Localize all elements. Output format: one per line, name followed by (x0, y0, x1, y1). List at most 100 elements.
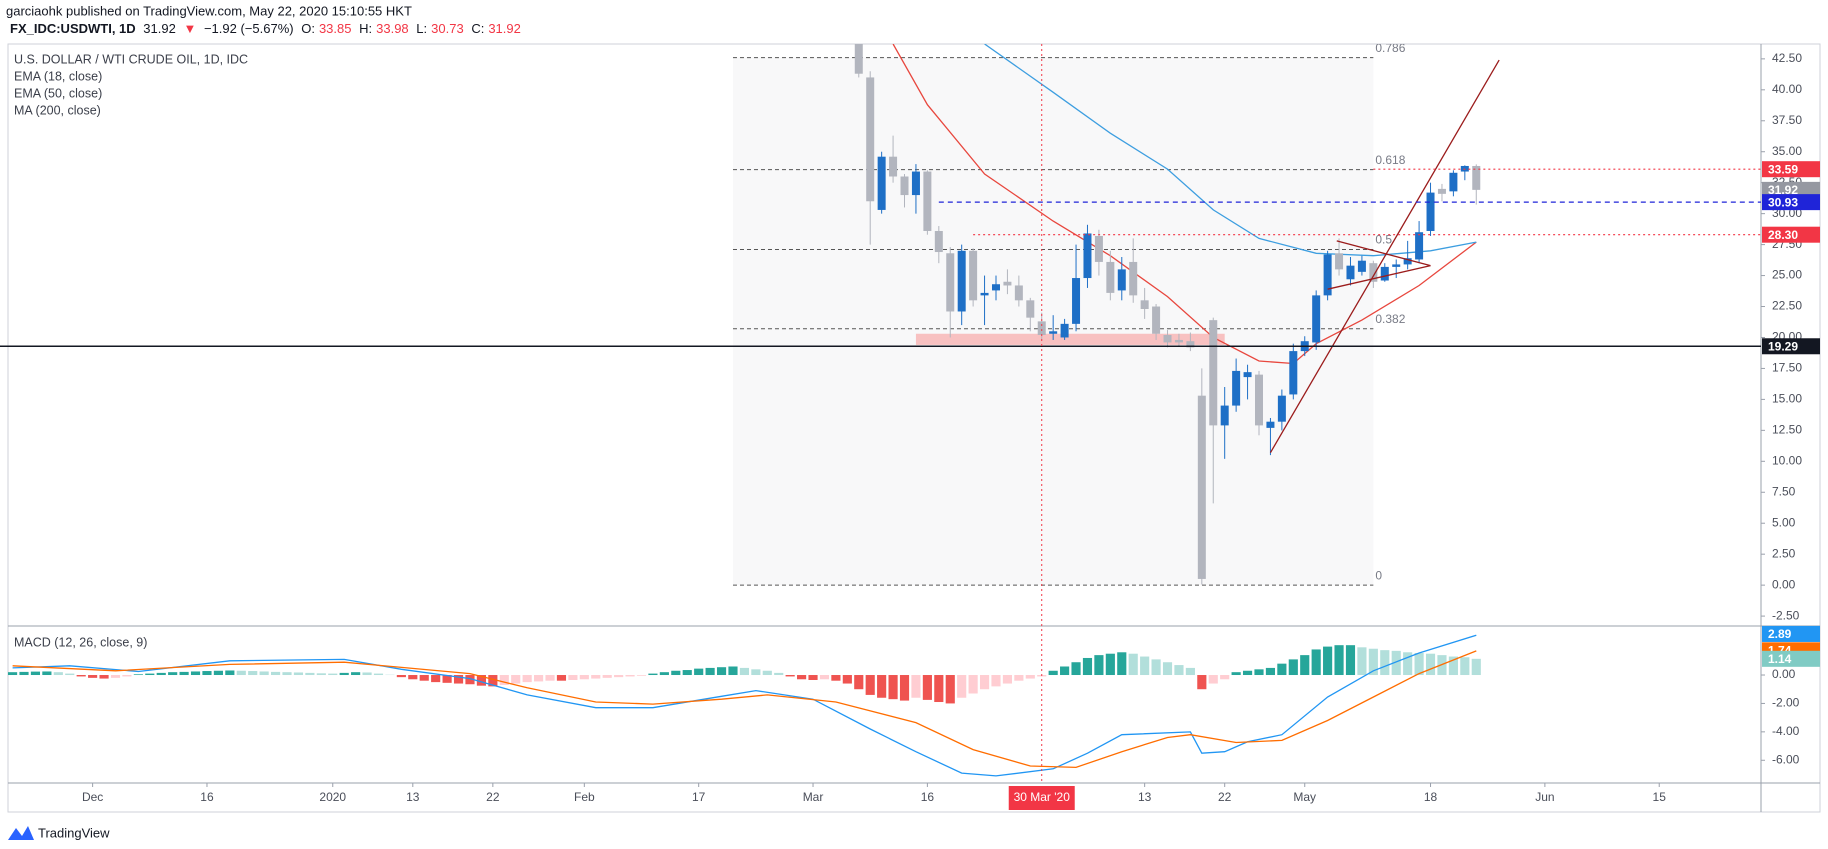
histogram-bar (545, 675, 555, 681)
x-tick-label: 22 (1218, 790, 1232, 804)
candle-body (1129, 261, 1138, 296)
x-tick-label: 2020 (319, 790, 346, 804)
y-tick-label: -6.00 (1772, 752, 1800, 766)
histogram-bar (728, 666, 738, 676)
price-label: 28.30 (1768, 228, 1798, 242)
histogram-bar (1254, 669, 1264, 676)
histogram-bar (762, 670, 772, 676)
macd-pane (8, 634, 1481, 777)
candle-body (946, 253, 955, 312)
y-tick-label: 0.00 (1772, 667, 1796, 681)
change: −1.92 (−5.67%) (204, 21, 294, 36)
candle-body (877, 156, 886, 210)
histogram-bar (1345, 645, 1356, 676)
histogram-bar (614, 675, 624, 678)
x-tick-label: 17 (692, 790, 706, 804)
low-value: 30.73 (431, 21, 464, 36)
change-arrow: ▼ (183, 21, 196, 36)
y-tick-label: 0.00 (1772, 577, 1796, 591)
y-tick-label: 7.50 (1772, 484, 1796, 498)
histogram-bar (190, 671, 201, 676)
histogram-bar (1403, 652, 1413, 676)
candle-body (1437, 188, 1446, 194)
high-value: 33.98 (376, 21, 409, 36)
candle-body (1426, 192, 1435, 231)
histogram-bar (1414, 652, 1424, 676)
histogram-bar (271, 671, 281, 676)
y-tick-label: 12.50 (1772, 423, 1802, 437)
price-label-box (1762, 650, 1820, 667)
histogram-bar (202, 671, 212, 676)
histogram-bar (1323, 646, 1333, 676)
histogram-bar (705, 667, 715, 676)
candle-body (980, 292, 989, 296)
histogram-bar (751, 669, 761, 676)
x-tick-label: 18 (1424, 790, 1438, 804)
histogram-bar (19, 671, 29, 676)
histogram-bar (877, 675, 887, 698)
histogram-bar (1425, 653, 1436, 676)
histogram-bar (1242, 670, 1253, 676)
macd-title: MACD (12, 26, close, 9) (14, 635, 147, 649)
fib-ratio-label: 0.786 (1375, 41, 1405, 55)
histogram-bar (488, 675, 498, 687)
histogram-bar (53, 672, 63, 676)
candle-body (911, 171, 920, 196)
histogram-bar (282, 672, 292, 676)
high-label: H: (359, 21, 372, 36)
x-tick-label: May (1293, 790, 1316, 804)
overlay: 42.5040.0037.5035.0032.5030.0027.5025.00… (0, 44, 1820, 810)
histogram-bar (797, 675, 807, 680)
histogram-bar (351, 672, 361, 676)
y-tick-label: 5.00 (1772, 515, 1796, 529)
histogram-bar (831, 675, 841, 681)
histogram-bar (774, 672, 784, 676)
price-label-box (1762, 226, 1820, 243)
candle-body (889, 156, 898, 177)
histogram-bar (373, 673, 384, 676)
y-tick-label: 17.50 (1772, 361, 1802, 375)
candle-body (923, 171, 932, 231)
histogram-bar (911, 675, 921, 698)
histogram-bar (739, 667, 749, 676)
candle-body (1083, 233, 1092, 279)
histogram-bar (579, 675, 589, 680)
histogram-bar (293, 672, 304, 676)
histogram-bar (76, 675, 86, 677)
histogram-bar (145, 673, 155, 676)
histogram-bar (957, 675, 967, 698)
histogram-bar (648, 673, 658, 676)
candle-body (1266, 421, 1275, 428)
crosshair-label: 30 Mar '20 (1014, 790, 1071, 804)
candle-body (1243, 372, 1252, 378)
histogram-bar (979, 675, 990, 690)
price-label-box (1762, 625, 1820, 642)
histogram-bar (842, 675, 852, 684)
histogram-bar (1048, 670, 1058, 676)
price-label-box (1762, 181, 1820, 198)
candle-body (1232, 370, 1241, 406)
x-tick-label: 15 (1653, 790, 1667, 804)
candle-body (1209, 320, 1218, 426)
x-tick-label: Jun (1535, 790, 1554, 804)
x-tick-label: 16 (921, 790, 935, 804)
histogram-bar (305, 672, 315, 676)
histogram-bar (899, 675, 910, 701)
candle-body (934, 230, 943, 253)
histogram-bar (694, 668, 704, 676)
histogram-bar (819, 675, 830, 680)
candle-body (1197, 395, 1206, 579)
histogram-bar (1105, 653, 1115, 676)
histogram-bar (1185, 667, 1195, 676)
histogram-bar (1151, 659, 1161, 676)
legend-entry: EMA (50, close) (14, 86, 102, 100)
footer-logo (8, 826, 34, 840)
histogram-bar (1128, 653, 1138, 676)
histogram-bar (316, 673, 326, 676)
histogram-bar (122, 675, 132, 677)
histogram-bar (1357, 647, 1367, 676)
candle-body (957, 250, 966, 312)
histogram-bar (1060, 666, 1070, 676)
histogram-bar (1368, 648, 1378, 676)
price-label-box (1762, 338, 1820, 355)
